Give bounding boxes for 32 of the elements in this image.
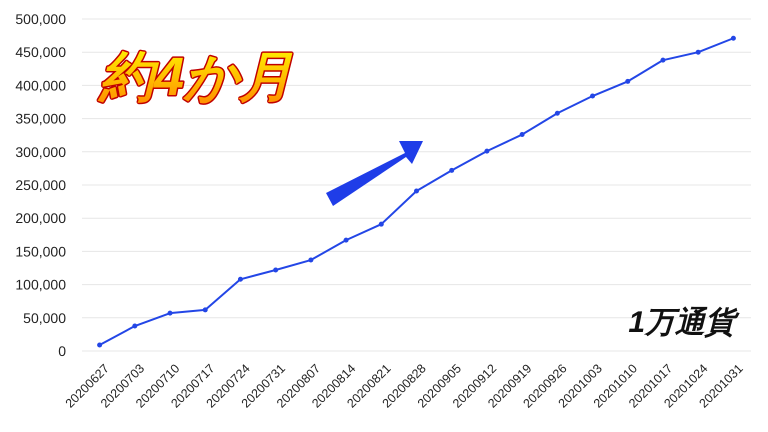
point: [168, 310, 173, 316]
y-tick-label: 450,000: [15, 44, 66, 60]
y-tick-label: 150,000: [15, 243, 66, 260]
y-tick-label: 50,000: [23, 310, 66, 326]
point: [308, 258, 314, 263]
point: [132, 324, 138, 329]
y-tick-label: 100,000: [15, 276, 66, 293]
point: [625, 78, 630, 84]
point: [414, 188, 419, 194]
y-tick-label: 400,000: [15, 77, 66, 94]
point: [238, 276, 243, 282]
point: [484, 148, 490, 154]
point: [273, 267, 278, 272]
annotation: 約4か月: [97, 47, 294, 107]
y-tick-label: 250,000: [15, 177, 66, 193]
point: [378, 222, 384, 227]
point: [449, 168, 454, 173]
y-tick-label: 0: [58, 343, 66, 359]
point: [554, 110, 560, 116]
annotation: 1万通貨: [628, 306, 740, 339]
point: [97, 342, 102, 348]
y-tick-label: 200,000: [15, 210, 66, 226]
point: [590, 94, 596, 99]
point: [660, 58, 666, 63]
point: [344, 238, 349, 243]
y-tick-label: 350,000: [15, 110, 66, 127]
point: [696, 50, 701, 55]
point: [202, 307, 208, 312]
y-tick-label: 500,000: [15, 11, 66, 27]
point: [730, 36, 736, 41]
y-tick-label: 300,000: [15, 144, 66, 160]
point: [520, 132, 525, 138]
